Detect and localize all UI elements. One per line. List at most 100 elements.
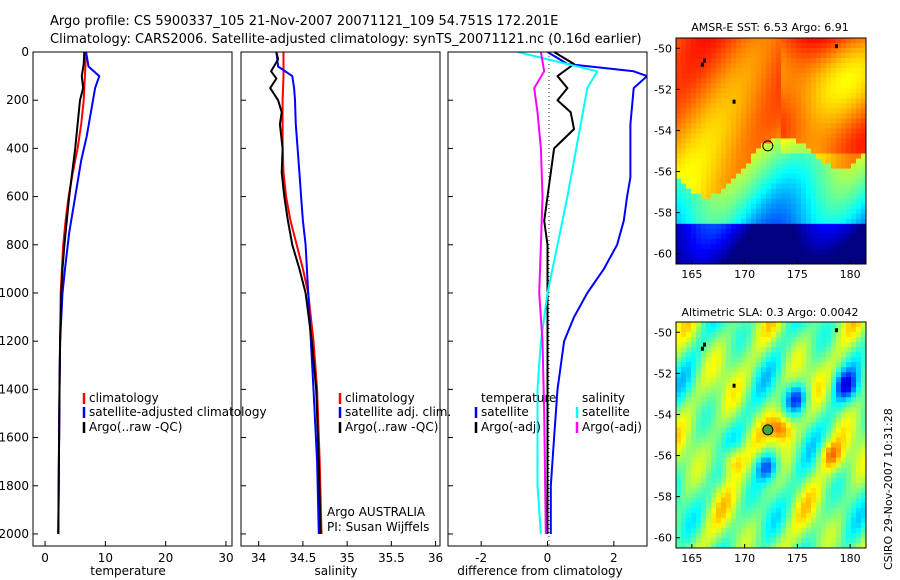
sst-map-cell <box>741 43 747 49</box>
sst-map-cell <box>721 243 727 250</box>
sla-map-cell <box>786 527 792 534</box>
sst-map-cell <box>836 118 842 124</box>
sla-map-cell <box>861 362 867 368</box>
sst-map-cell <box>716 48 722 54</box>
sst-map-cell <box>811 73 817 79</box>
sst-map-cell <box>756 78 762 84</box>
sst-xtick-label: 170 <box>734 268 755 281</box>
sla-map-cell <box>711 362 717 368</box>
sst-map-cell <box>756 153 762 159</box>
sla-map-cell <box>786 342 792 348</box>
sst-map-cell <box>761 43 767 49</box>
sla-map-cell <box>776 477 782 484</box>
sst-map-cell <box>736 163 742 169</box>
sst-map-cell <box>741 58 747 64</box>
sst-map-cell <box>786 233 792 240</box>
sla-map-cell <box>771 477 777 484</box>
sla-map-cell <box>731 422 737 428</box>
sst-map-cell <box>731 143 737 149</box>
sst-map-cell <box>811 208 817 215</box>
sst-map-cell <box>786 258 792 265</box>
sst-map-cell <box>716 163 722 169</box>
sla-map-cell <box>741 402 747 408</box>
sst-map-cell <box>686 203 692 210</box>
sst-map-cell <box>811 138 817 144</box>
sst-map-cell <box>796 213 802 220</box>
sst-map-cell <box>681 43 687 49</box>
sst-map-cell <box>851 73 857 79</box>
sla-map-cell <box>811 402 817 408</box>
sla-map-cell <box>721 482 727 489</box>
sla-map-cell <box>706 352 712 358</box>
sla-map-cell <box>736 487 742 494</box>
sst-map-cell <box>826 183 832 190</box>
sla-map-cell <box>836 377 842 383</box>
sla-map-cell <box>781 322 787 328</box>
sla-map-cell <box>786 437 792 443</box>
sst-map-cell <box>746 158 752 164</box>
sst-map-cell <box>701 118 707 124</box>
sla-map-cell <box>691 487 697 494</box>
sst-map-cell <box>746 213 752 220</box>
sst-map-cell <box>746 78 752 84</box>
sla-map-cell <box>781 532 787 539</box>
sst-map-cell <box>801 163 807 169</box>
sst-map-cell <box>776 258 782 265</box>
sla-map-cell <box>796 482 802 489</box>
sla-map-cell <box>781 487 787 494</box>
sla-map-cell <box>856 512 862 519</box>
sla-map-cell <box>811 492 817 499</box>
sst-map-cell <box>801 113 807 119</box>
sla-map-cell <box>716 367 722 373</box>
sla-map-cell <box>736 327 742 333</box>
sla-map-cell <box>786 477 792 484</box>
sst-map-cell <box>716 213 722 220</box>
sla-map-cell <box>766 382 772 388</box>
temperature-legend-climatology: climatology <box>89 391 159 405</box>
sla-map-cell <box>736 417 742 423</box>
sst-map-cell <box>691 88 697 94</box>
sla-map-cell <box>806 457 812 464</box>
sst-map-cell <box>786 83 792 89</box>
sst-map-cell <box>841 63 847 69</box>
sla-map-cell <box>806 392 812 398</box>
sst-map-cell <box>811 158 817 164</box>
sla-map-cell <box>711 427 717 433</box>
sst-map-cell <box>771 133 777 139</box>
sla-map-cell <box>796 357 802 363</box>
sst-map-cell <box>766 63 772 69</box>
sst-map-cell <box>766 93 772 99</box>
sst-map-cell <box>796 153 802 159</box>
sst-map-cell <box>816 213 822 220</box>
sla-map-cell <box>821 487 827 494</box>
sst-map-cell <box>791 108 797 114</box>
sla-map-cell <box>731 377 737 383</box>
sst-map-cell <box>761 178 767 185</box>
sst-map-cell <box>761 158 767 164</box>
sla-map-cell <box>801 422 807 428</box>
sst-map-cell <box>836 38 842 44</box>
sst-map-cell <box>706 208 712 215</box>
sst-map-cell <box>781 248 787 255</box>
sst-map-cell <box>761 128 767 134</box>
sst-map-cell <box>686 118 692 124</box>
sla-map-cell <box>731 417 737 423</box>
sla-map-cell <box>731 542 737 549</box>
sla-map-cell <box>776 337 782 343</box>
sst-map-cell <box>701 133 707 139</box>
sla-map-cell <box>701 467 707 474</box>
sst-map-cell <box>826 218 832 225</box>
sla-map-cell <box>706 442 712 448</box>
sst-map-cell <box>726 218 732 225</box>
sst-map-cell <box>716 223 722 230</box>
sla-map-cell <box>706 537 712 544</box>
sla-map-cell <box>841 427 847 433</box>
sst-map-cell <box>861 223 867 230</box>
sst-map-cell <box>821 173 827 180</box>
sst-map-cell <box>726 193 732 200</box>
sla-map-cell <box>691 407 697 413</box>
sst-map-cell <box>676 68 682 74</box>
sst-map-cell <box>746 53 752 59</box>
sst-map-cell <box>681 238 687 245</box>
sst-map-cell <box>836 68 842 74</box>
